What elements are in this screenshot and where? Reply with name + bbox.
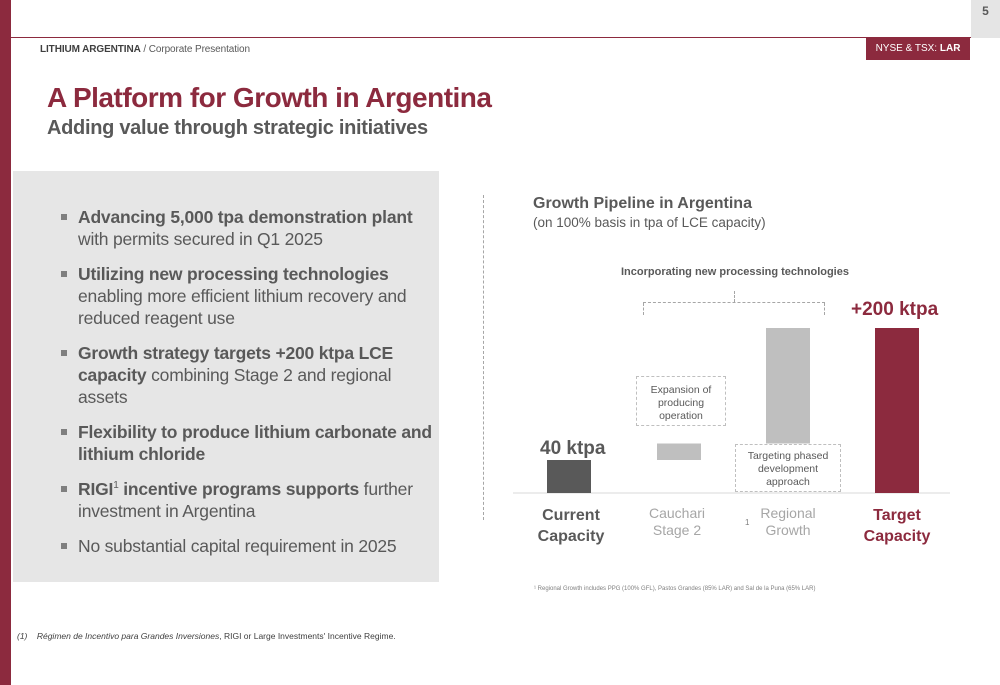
bullet-text: further investment in Argentina [78,479,413,521]
bullet-bold: incentive programs supports [118,479,359,499]
page-subtitle: Adding value through strategic initiativ… [47,117,428,139]
brand-separator: / [140,44,149,55]
section-divider [483,195,484,520]
annotation-bracket [643,291,825,316]
bullet-square-icon [61,486,67,492]
callout-line: approach [766,476,810,488]
bar-current-capacity [547,460,591,493]
bullet-item: Growth strategy targets +200 ktpa LCE ca… [61,342,433,408]
category-label-cauchari: Cauchari Stage 2 [622,505,732,539]
chart-footnote: ¹ Regional Growth includes PPG (100% GFL… [534,586,816,592]
bullet-item: Advancing 5,000 tpa demonstration plant … [61,206,433,250]
left-accent-stripe [0,0,11,685]
bullet-text: with permits secured in Q1 2025 [78,229,323,249]
bullet-square-icon [61,350,67,356]
callout-expansion: Expansion of producing operation [636,376,726,426]
category-label-line: Regional [760,505,816,521]
bracket-right [824,303,825,315]
ticker-badge: NYSE & TSX: LAR [866,38,970,60]
footnote-number: (1) [17,631,28,641]
callout-line: producing [657,397,705,409]
bullet-bold: Advancing 5,000 tpa demonstration plant [78,207,413,227]
header-rule [11,37,971,38]
bracket-left [643,303,644,315]
category-label-regional: Regional Growth [733,505,843,539]
bullet-text: combining Stage 2 and regional assets [78,365,392,407]
bracket-center [734,291,735,302]
bullet-square-icon [61,429,67,435]
category-label-line: Capacity [537,528,605,545]
category-label-line: Stage 2 [652,522,702,538]
bullet-bold: Flexibility to produce lithium carbonate… [78,422,432,464]
bullet-square-icon [61,543,67,549]
page-footnote: (1) Régimen de Incentivo para Grandes In… [17,631,396,641]
chart-bars [547,328,919,493]
footnote-marker: 1 [745,518,750,527]
brand-doc: Corporate Presentation [148,44,250,55]
bullet-bold: Growth strategy targets +200 ktpa LCE ca… [78,343,393,385]
page-title: A Platform for Growth in Argentina [47,82,492,113]
bullet-square-icon [61,214,67,220]
callout-line: operation [659,410,703,422]
callout-line: Expansion of [650,384,712,396]
category-label-target: Target Capacity [842,505,952,547]
category-label-line: Target [873,507,921,524]
footnote-italic: Régimen de Incentivo para Grandes Invers… [36,631,220,641]
bullet-text: No substantial capital requirement in 20… [78,536,397,556]
brand-header: LITHIUM ARGENTINA / Corporate Presentati… [40,44,250,55]
bullet-list: Advancing 5,000 tpa demonstration plant … [61,206,433,570]
bullet-item: Utilizing new processing technologies en… [61,263,433,329]
bullet-square-icon [61,271,67,277]
category-label-line: Cauchari [648,505,706,521]
category-label-line: Current [542,507,600,524]
bar-regional-growth [766,328,810,444]
bullet-bold: Utilizing new processing technologies [78,264,389,284]
category-label-line: Growth [765,522,811,538]
brand-company: LITHIUM ARGENTINA [40,44,141,55]
bullet-bold: RIGI [78,479,114,499]
bar-target-capacity [875,328,919,493]
callout-line: development [757,463,819,475]
bullet-item: No substantial capital requirement in 20… [61,535,433,557]
bullet-item: Flexibility to produce lithium carbonate… [61,421,433,465]
footnote-text: , RIGI or [219,631,254,641]
chart-title: Growth Pipeline in Argentina [533,195,752,212]
ticker-prefix: NYSE & TSX: [875,43,940,54]
data-label-target: +200 ktpa [851,299,939,320]
data-label-current: 40 ktpa [540,438,606,459]
category-label-line: Capacity [863,528,931,545]
ticker-symbol: LAR [939,43,961,54]
bullet-text: enabling more efficient lithium recovery… [78,286,407,328]
footnote-text-2: Large Investments' Incentive Regime. [253,631,396,641]
bullets-panel [13,171,439,582]
chart-subtitle: (on 100% basis in tpa of LCE capacity) [533,215,766,230]
bullet-superscript: 1 [113,480,119,491]
bar-cauchari-stage-2 [657,443,701,460]
category-label-current: Current Capacity [516,505,626,547]
page-number: 5 [971,0,1000,38]
callout-phased: Targeting phased development approach [735,444,841,492]
callout-line: Targeting phased [747,450,829,462]
bullet-item: RIGI1 incentive programs supports furthe… [61,478,433,522]
chart-annotation: Incorporating new processing technologie… [621,266,849,278]
